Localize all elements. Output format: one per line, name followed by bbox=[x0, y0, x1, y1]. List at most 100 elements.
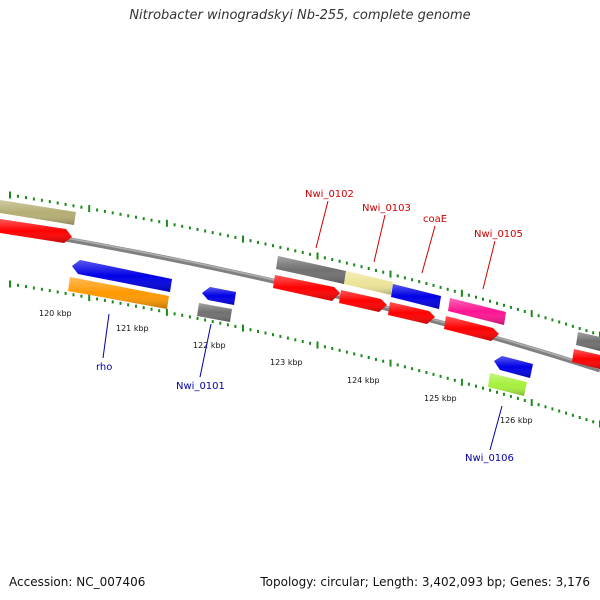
feature-nwi-0106-shade bbox=[488, 373, 527, 396]
inner-scale-minor-tick bbox=[127, 303, 130, 307]
leader-rho bbox=[102, 313, 110, 359]
inner-scale-minor-tick bbox=[56, 290, 59, 294]
outer-scale-minor-tick bbox=[301, 251, 304, 254]
outer-scale-minor-tick bbox=[158, 220, 161, 224]
outer-scale-minor-tick bbox=[446, 287, 449, 291]
outer-scale-minor-tick bbox=[142, 217, 145, 221]
outer-scale-minor-tick bbox=[264, 242, 267, 246]
inner-scale-minor-tick bbox=[103, 298, 106, 302]
outer-scale-minor-tick bbox=[272, 244, 274, 248]
inner-scale-minor-tick bbox=[537, 403, 540, 407]
inner-scale-minor-tick bbox=[309, 341, 312, 345]
gene-labels: Nwi_0102 Nwi_0103 coaE Nwi_0105 rho Nwi_… bbox=[96, 189, 523, 464]
outer-scale-minor-tick bbox=[489, 299, 491, 303]
inner-scale-minor-tick bbox=[396, 363, 399, 367]
outer-scale-minor-tick bbox=[111, 211, 114, 215]
inner-scale-minor-tick bbox=[48, 289, 51, 293]
outer-scale-minor-tick bbox=[135, 215, 137, 219]
gene-label-coae[interactable]: coaE bbox=[423, 214, 447, 225]
inner-scale-minor-tick bbox=[585, 418, 588, 422]
outer-scale-minor-tick bbox=[331, 258, 334, 261]
inner-scale-minor-tick bbox=[173, 312, 176, 316]
inner-scale-major-tick bbox=[88, 294, 91, 302]
outer-scale-minor-tick bbox=[367, 267, 370, 270]
outer-scale-minor-tick bbox=[234, 235, 237, 239]
outer-scale-major-tick bbox=[165, 219, 168, 227]
gene-label-nwi-0103[interactable]: Nwi_0103 bbox=[362, 203, 411, 214]
inner-scale-minor-tick bbox=[188, 315, 191, 319]
outer-scale-minor-tick bbox=[48, 200, 51, 204]
inner-scale-minor-tick bbox=[111, 300, 114, 304]
gene-label-nwi-0101[interactable]: Nwi_0101 bbox=[176, 381, 225, 392]
feature-blue-reverse-long-shade bbox=[72, 260, 172, 292]
outer-scale-minor-tick bbox=[453, 289, 456, 293]
inner-scale-minor-tick bbox=[571, 413, 574, 417]
outer-scale-minor-tick bbox=[482, 297, 484, 301]
inner-scale-major-tick bbox=[242, 324, 244, 332]
gene-label-rho[interactable]: rho bbox=[96, 362, 112, 373]
outer-scale-major-tick bbox=[242, 235, 244, 243]
feature-nwi-0103-shade bbox=[344, 271, 393, 295]
feature-red-arrow-3-shade bbox=[388, 302, 435, 324]
outer-scale-minor-tick bbox=[103, 209, 106, 213]
leader-nwi-0106 bbox=[489, 405, 503, 451]
inner-scale-minor-tick bbox=[204, 318, 207, 322]
inner-scale-minor-tick bbox=[25, 285, 27, 289]
outer-scale-minor-tick bbox=[279, 245, 282, 249]
inner-scale-major-tick bbox=[389, 359, 392, 367]
outer-scale-minor-tick bbox=[323, 256, 326, 260]
outer-scale-minor-tick bbox=[523, 310, 526, 313]
outer-scale-minor-tick bbox=[127, 214, 130, 218]
outer-scale-minor-tick bbox=[544, 316, 547, 320]
inner-scale-minor-tick bbox=[286, 336, 289, 340]
outer-scale-minor-tick bbox=[432, 283, 435, 287]
outer-scale-minor-tick bbox=[578, 327, 581, 330]
feature-olive-left-shade bbox=[0, 200, 76, 225]
feature-blue-reverse-right-shade bbox=[494, 356, 533, 378]
outer-scale-minor-tick bbox=[353, 263, 356, 267]
outer-scale-minor-tick bbox=[475, 295, 477, 299]
inner-scale-minor-tick bbox=[403, 365, 406, 369]
outer-scale-minor-tick bbox=[375, 268, 377, 272]
inner-scale-minor-tick bbox=[558, 409, 561, 413]
feature-red-arrow-2-shade bbox=[339, 290, 387, 312]
outer-scale-minor-tick bbox=[188, 226, 191, 230]
forward-features bbox=[0, 200, 600, 369]
feature-nwi-0102-shade bbox=[276, 256, 346, 284]
leader-nwi-0102 bbox=[315, 200, 329, 249]
gene-label-nwi-0105[interactable]: Nwi_0105 bbox=[474, 229, 523, 240]
scale-label-125: 125 kbp bbox=[424, 394, 457, 403]
outer-scale-minor-tick bbox=[173, 223, 176, 227]
feature-coae-shade bbox=[391, 284, 441, 309]
inner-scale-minor-tick bbox=[453, 378, 456, 382]
feature-nwi-0101-shade bbox=[197, 303, 232, 322]
inner-scale-minor-tick bbox=[482, 386, 484, 390]
genome-summary: Topology: circular; Length: 3,402,093 bp… bbox=[260, 575, 590, 589]
inner-scale-minor-tick bbox=[249, 328, 252, 332]
outer-scale-minor-tick bbox=[286, 247, 289, 251]
outer-scale-minor-tick bbox=[565, 322, 568, 326]
scale-label-123: 123 kbp bbox=[270, 358, 303, 367]
leader-coae bbox=[421, 225, 436, 274]
gene-label-nwi-0106[interactable]: Nwi_0106 bbox=[465, 453, 514, 464]
leader-nwi-0105 bbox=[482, 240, 496, 290]
inner-scale-minor-tick bbox=[226, 323, 229, 327]
inner-scale-minor-tick bbox=[418, 369, 421, 373]
outer-scale-minor-tick bbox=[119, 212, 122, 216]
outer-scale-minor-tick bbox=[558, 320, 561, 324]
inner-scale-minor-tick bbox=[331, 347, 334, 350]
inner-scale-major-tick bbox=[316, 341, 319, 349]
inner-scale-minor-tick bbox=[496, 390, 498, 394]
inner-scale-minor-tick bbox=[516, 396, 519, 400]
inner-scale-minor-tick bbox=[72, 293, 75, 297]
gene-label-nwi-0102[interactable]: Nwi_0102 bbox=[305, 189, 354, 200]
outer-scale-minor-tick bbox=[345, 261, 348, 265]
inner-scale-minor-tick bbox=[578, 416, 581, 419]
outer-scale-minor-tick bbox=[17, 194, 19, 198]
inner-scale-minor-tick bbox=[40, 287, 43, 291]
outer-scale-minor-tick bbox=[80, 205, 83, 209]
outer-scale-minor-tick bbox=[64, 202, 67, 206]
inner-scale-minor-tick bbox=[211, 320, 214, 324]
inner-scale-minor-tick bbox=[475, 384, 477, 388]
